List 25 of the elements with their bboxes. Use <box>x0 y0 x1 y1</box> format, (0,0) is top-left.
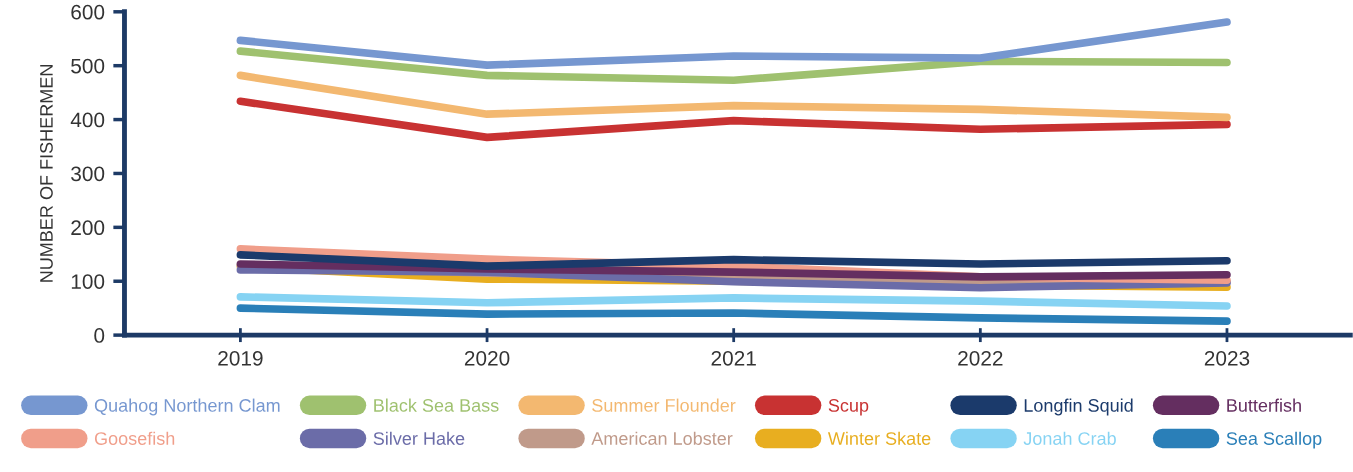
y-tick-label: 500 <box>71 58 105 74</box>
x-tick-label: 2022 <box>958 350 1003 366</box>
legend-label: Butterfish <box>1227 398 1301 412</box>
x-tick-label: 2020 <box>464 350 510 366</box>
y-axis-title: NUMBER OF FISHERMEN <box>40 65 53 282</box>
x-tick-label: 2021 <box>711 350 756 366</box>
legend-label: Longfin Squid <box>1024 398 1133 416</box>
y-tick-label: 300 <box>71 166 105 182</box>
y-tick-label: 100 <box>71 274 105 289</box>
legend-label: Quahog Northern Clam <box>94 398 280 416</box>
legend-label: Sea Scallop <box>1226 431 1322 449</box>
y-tick-label: 200 <box>71 220 105 236</box>
x-tick-label: 2019 <box>218 350 263 366</box>
legend-label: Black Sea Bass <box>374 398 499 412</box>
legend-label: American Lobster <box>591 431 733 445</box>
y-tick-label: 600 <box>71 4 105 20</box>
legend-label: Goosefish <box>94 431 175 445</box>
x-tick-label: 2023 <box>1204 350 1250 366</box>
legend-label: Silver Hake <box>373 431 465 445</box>
legend-label: Scup <box>828 399 869 416</box>
legend-label: Winter Skate <box>827 431 931 445</box>
y-tick-label: 0 <box>94 328 105 343</box>
y-tick-label: 400 <box>70 112 105 128</box>
legend-label: Summer Flounder <box>592 398 736 412</box>
legend-label: Jonah Crab <box>1023 431 1116 445</box>
